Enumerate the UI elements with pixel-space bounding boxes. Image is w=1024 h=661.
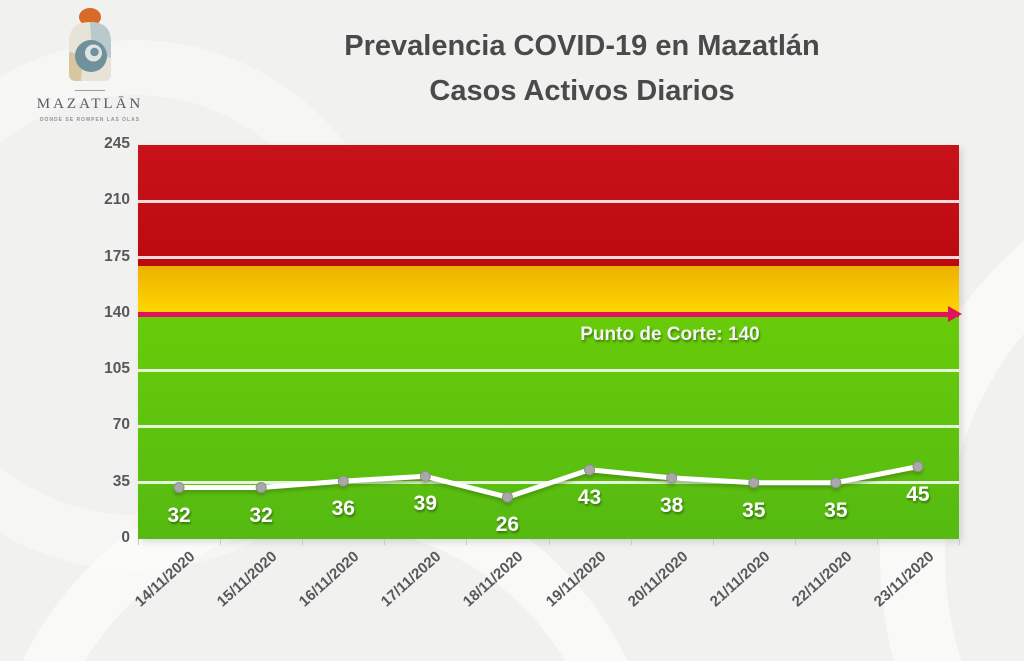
data-point-label: 32: [167, 503, 191, 527]
chart-plot-area: 0 35 70 105 140 175 210 245 14/11/2020 15/11/2020…: [104, 135, 962, 610]
data-point-label: 36: [331, 497, 355, 521]
chart-title-line1: Prevalencia COVID-19 en Mazatlán: [344, 30, 820, 62]
data-point-label: 43: [577, 485, 602, 509]
x-tick-mark: [630, 539, 632, 545]
data-point-marker: [666, 472, 678, 484]
data-point-marker: [255, 482, 267, 494]
gridline-y-175: [138, 256, 959, 260]
x-tick-mark: [548, 539, 550, 545]
y-tick-label: 175: [104, 247, 130, 265]
data-point-marker: [419, 470, 431, 482]
y-tick-label: 35: [112, 472, 130, 490]
cutoff-label: Punto de Corte: 140: [580, 323, 760, 345]
chart-title: Prevalencia COVID-19 en Mazatlán Casos A…: [182, 24, 982, 114]
data-point-marker: [830, 477, 842, 489]
logo-divider: [75, 90, 105, 91]
data-point-marker: [748, 477, 760, 489]
y-tick-label: 105: [104, 360, 130, 378]
data-point-label: 39: [413, 492, 438, 516]
data-point-marker: [912, 461, 924, 473]
data-point-marker: [173, 482, 185, 494]
data-point-label: 26: [495, 513, 520, 537]
data-point-label: 32: [249, 503, 273, 527]
data-point-marker: [501, 491, 513, 503]
gridline-y-105: [138, 368, 959, 372]
zone-amarillo: [138, 265, 959, 314]
x-tick-mark: [302, 539, 304, 545]
x-tick-mark: [138, 539, 139, 545]
x-tick-mark: [466, 539, 468, 545]
x-tick-mark: [220, 539, 222, 545]
zone-rojo: [138, 145, 959, 266]
x-tick-mark: [712, 539, 714, 545]
y-tick-label: 0: [121, 529, 130, 546]
data-point-label: 35: [824, 498, 848, 522]
x-tick-mark: [794, 539, 796, 545]
x-tick-mark: [384, 539, 386, 545]
gridline-y-210: [138, 199, 959, 203]
shell-sun-icon: [69, 8, 111, 81]
data-point-marker: [584, 464, 596, 476]
chart-title-line2: Casos Activos Diarios: [429, 75, 735, 107]
y-tick-label: 245: [104, 135, 130, 152]
data-series-line: [173, 461, 924, 503]
logo-tagline-text: DONDE SE ROMPEN LAS OLAS: [39, 117, 141, 123]
data-point-label: 38: [659, 493, 684, 517]
logo-brand-text: MAZATLĀN: [36, 96, 144, 112]
data-point-label: 35: [742, 498, 766, 522]
data-point-marker: [337, 475, 349, 487]
data-point-label: 45: [906, 482, 930, 506]
x-tick-mark: [876, 539, 878, 545]
gridline-y-70: [138, 424, 959, 428]
cutoff-line: [138, 305, 962, 322]
y-tick-label: 70: [112, 416, 130, 434]
mazatlan-logo: MAZATLĀN DONDE SE ROMPEN LAS OLAS: [30, 6, 150, 123]
y-tick-label: 140: [104, 303, 130, 321]
x-tick-mark: [959, 539, 960, 545]
y-tick-label: 210: [104, 191, 130, 209]
cutoff-arrowhead-icon: [948, 305, 962, 322]
